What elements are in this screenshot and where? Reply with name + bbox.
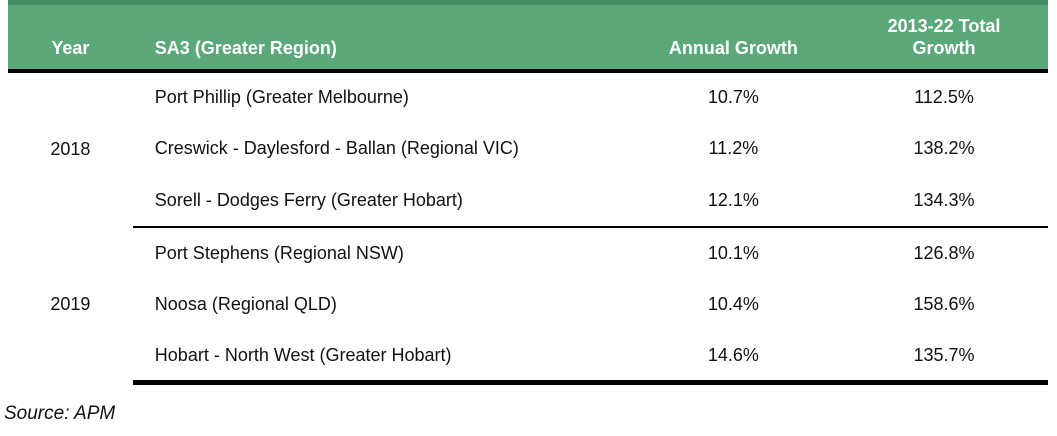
- table-body: 2018 Port Phillip (Greater Melbourne) 10…: [8, 71, 1048, 385]
- region-cell: Hobart - North West (Greater Hobart): [132, 330, 627, 385]
- results-table-container: Year SA3 (Greater Region) Annual Growth …: [8, 0, 1048, 385]
- table-row: Noosa (Regional QLD) 10.4% 158.6%: [8, 279, 1048, 331]
- table-row: Hobart - North West (Greater Hobart) 14.…: [8, 330, 1048, 385]
- year-cell-2018: 2018: [50, 139, 91, 159]
- annual-growth-cell: 10.7%: [707, 87, 759, 107]
- header-sa3-region: SA3 (Greater Region): [132, 0, 627, 73]
- year-cell-2019: 2019: [50, 294, 91, 314]
- header-total-growth: 2013-22 Total Growth: [839, 0, 1048, 73]
- region-cell: Creswick - Daylesford - Ballan (Regional…: [154, 138, 519, 158]
- region-cell: Port Phillip (Greater Melbourne): [154, 87, 409, 107]
- table-header: Year SA3 (Greater Region) Annual Growth …: [8, 0, 1048, 73]
- header-row: Year SA3 (Greater Region) Annual Growth …: [8, 0, 1048, 73]
- table-row: Sorell - Dodges Ferry (Greater Hobart) 1…: [8, 174, 1048, 228]
- total-growth-cell: 138.2%: [913, 138, 975, 158]
- total-growth-cell: 135.7%: [839, 330, 1048, 385]
- region-cell: Noosa (Regional QLD): [154, 294, 337, 314]
- header-year: Year: [8, 0, 133, 73]
- annual-growth-cell: 11.2%: [708, 138, 759, 158]
- annual-growth-cell: 12.1%: [626, 174, 840, 228]
- total-growth-cell: 112.5%: [914, 87, 974, 107]
- annual-growth-cell: 10.1%: [707, 242, 759, 263]
- total-growth-cell: 126.8%: [913, 242, 975, 263]
- table-row: Creswick - Daylesford - Ballan (Regional…: [8, 123, 1048, 175]
- annual-growth-cell: 10.4%: [707, 294, 759, 314]
- source-note: Source: APM: [4, 403, 116, 424]
- table-row: 2019 Port Stephens (Regional NSW) 10.1% …: [8, 227, 1048, 315]
- header-total-growth-label: 2013-22 Total Growth: [887, 15, 1001, 59]
- region-cell: Sorell - Dodges Ferry (Greater Hobart): [132, 174, 627, 228]
- results-table: Year SA3 (Greater Region) Annual Growth …: [8, 0, 1048, 385]
- total-growth-cell: 134.3%: [839, 174, 1048, 228]
- table-row: 2018 Port Phillip (Greater Melbourne) 10…: [8, 71, 1048, 159]
- total-growth-cell: 158.6%: [913, 294, 975, 314]
- region-cell: Port Stephens (Regional NSW): [154, 242, 404, 263]
- annual-growth-cell: 14.6%: [626, 330, 840, 385]
- header-annual-growth: Annual Growth: [626, 0, 840, 73]
